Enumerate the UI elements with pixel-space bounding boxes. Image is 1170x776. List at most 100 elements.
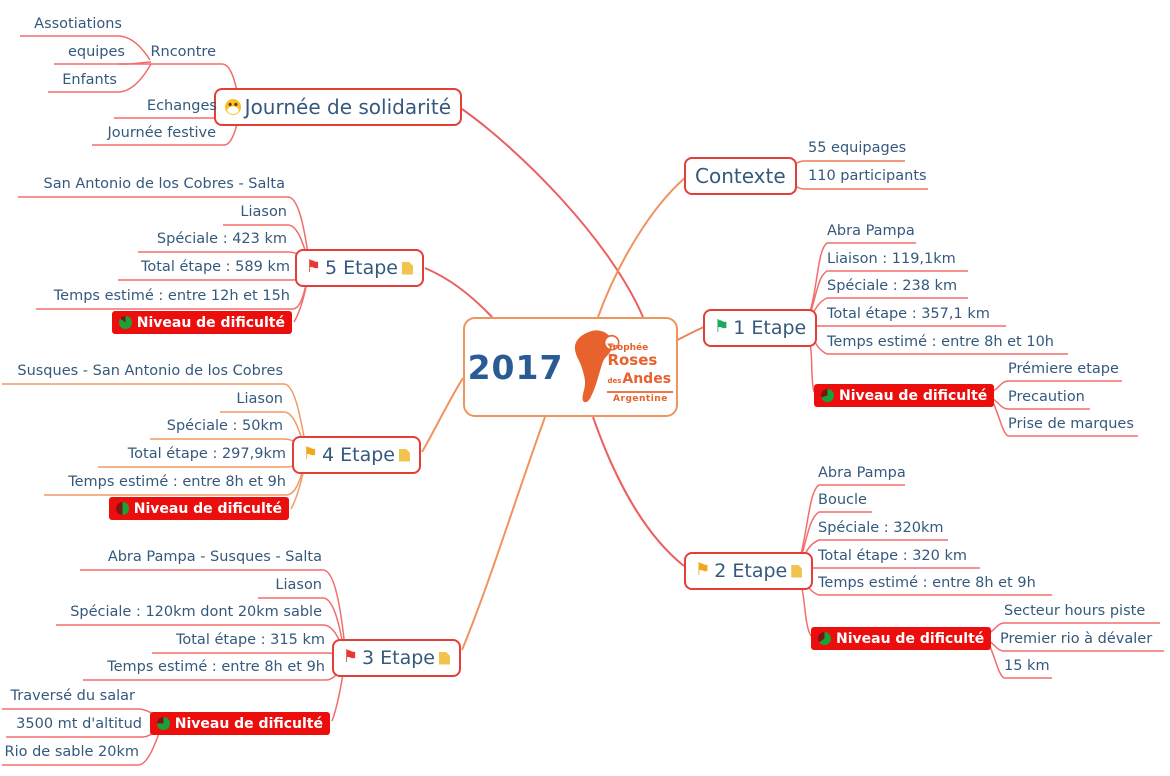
topic-label: 5 Etape (325, 257, 398, 279)
node-assotiations[interactable]: Assotiations (34, 16, 122, 32)
note-icon[interactable] (399, 448, 410, 462)
wire-assotiations (20, 35, 151, 61)
connector-etape4 (421, 377, 464, 453)
badge-label: Niveau de dificulté (136, 314, 285, 331)
wire-e1-bc2 (991, 399, 1138, 437)
node-e3-route[interactable]: Abra Pampa - Susques - Salta (107, 549, 322, 565)
trophee-roses-des-andes-logo: Trophée Roses desAndes Argentine (569, 329, 674, 405)
logo-country: Argentine (613, 393, 668, 404)
topic-label: Journée de solidarité (244, 95, 451, 119)
badge-label: Niveau de dificulté (133, 500, 282, 517)
node-e3-salar[interactable]: Traversé du salar (10, 688, 135, 704)
progress-pie-icon (821, 389, 834, 402)
logo-andes: Andes (622, 371, 672, 388)
node-e4-speciale[interactable]: Spéciale : 50km (166, 418, 283, 434)
note-icon[interactable] (791, 564, 803, 578)
node-journee-festive[interactable]: Journée festive (107, 125, 216, 141)
connector-etape5 (424, 267, 493, 318)
node-e5-total[interactable]: Total étape : 589 km (140, 259, 290, 275)
progress-pie-icon (118, 316, 132, 329)
node-e4-route[interactable]: Susques - San Antonio de los Cobres (17, 363, 283, 379)
badge-label: Niveau de dificulté (174, 715, 323, 732)
node-e1-route[interactable]: Abra Pampa (827, 223, 915, 239)
node-equipes[interactable]: equipes (67, 44, 125, 60)
yellow-flag-icon: ⚑ (302, 443, 319, 464)
topic-etape3[interactable]: ⚑ 3 Etape (331, 639, 461, 677)
badge-label: Niveau de dificulté (836, 630, 985, 647)
note-icon[interactable] (402, 261, 413, 275)
center-topic[interactable]: 2017 Trophée Roses desAndes Argentine (463, 317, 678, 417)
node-e3-rio[interactable]: Rio de sable 20km (4, 744, 140, 760)
wire-e3-0 (80, 569, 346, 649)
logo-wordmark: Trophée Roses desAndes Argentine (607, 343, 674, 404)
logo-tagline-bar (607, 390, 674, 393)
node-echanges[interactable]: Echanges (146, 98, 217, 114)
node-e4-total[interactable]: Total étape : 297,9km (127, 446, 286, 462)
node-e2-secteur[interactable]: Secteur hours piste (1004, 603, 1146, 619)
node-e4-liason[interactable]: Liason (236, 391, 283, 407)
node-e1-premiere[interactable]: Prémiere etape (1008, 361, 1119, 377)
logo-des: des (607, 377, 622, 386)
yellow-flag-icon: ⚑ (695, 559, 711, 580)
node-e3-temps[interactable]: Temps estimé : entre 8h et 9h (107, 659, 325, 675)
topic-label: 1 Etape (733, 317, 807, 339)
badge-e3-niveau[interactable]: Niveau de dificulté (149, 712, 330, 735)
node-participants[interactable]: 110 participants (808, 168, 927, 184)
node-e1-liaison[interactable]: Liaison : 119,1km (827, 251, 956, 267)
wire-e1-0 (807, 242, 916, 319)
node-e2-temps[interactable]: Temps estimé : entre 8h et 9h (818, 575, 1036, 591)
topic-etape4[interactable]: ⚑ 4 Etape (291, 436, 421, 474)
node-e3-speciale[interactable]: Spéciale : 120km dont 20km sable (70, 604, 322, 620)
node-e2-route[interactable]: Abra Pampa (818, 465, 906, 481)
node-e2-total[interactable]: Total étape : 320 km (818, 548, 968, 564)
topic-etape5[interactable]: ⚑ 5 Etape (294, 249, 424, 287)
topic-etape1[interactable]: ⚑ 1 Etape (703, 309, 818, 347)
node-e5-temps[interactable]: Temps estimé : entre 12h et 15h (53, 288, 290, 304)
node-e4-temps[interactable]: Temps estimé : entre 8h et 9h (68, 474, 286, 490)
badge-e5-niveau[interactable]: Niveau de dificulté (111, 311, 292, 334)
progress-pie-icon (818, 632, 831, 645)
red-flag-icon: ⚑ (342, 646, 359, 667)
badge-e1-niveau[interactable]: Niveau de dificulté (814, 384, 995, 407)
green-flag-icon: ⚑ (714, 316, 730, 337)
node-e1-temps[interactable]: Temps estimé : entre 8h et 10h (827, 334, 1054, 350)
node-e5-liason[interactable]: Liason (240, 204, 287, 220)
badge-e4-niveau[interactable]: Niveau de dificulté (108, 497, 289, 520)
node-e1-precaution[interactable]: Precaution (1008, 389, 1085, 405)
topic-etape2[interactable]: ⚑ 2 Etape (684, 552, 814, 590)
grin-emoji-icon (224, 99, 241, 115)
node-e5-speciale[interactable]: Spéciale : 423 km (156, 231, 287, 247)
badge-e2-niveau[interactable]: Niveau de dificulté (811, 627, 992, 650)
connector-contexte (597, 176, 687, 318)
wire-equipes (54, 61, 152, 65)
node-e1-marques[interactable]: Prise de marques (1008, 416, 1134, 432)
note-icon[interactable] (439, 651, 450, 665)
node-e3-altitud[interactable]: 3500 mt d'altitud (16, 716, 142, 732)
logo-line3: desAndes (607, 368, 673, 387)
topic-label: 3 Etape (362, 647, 435, 669)
node-equipages[interactable]: 55 equipages (808, 140, 907, 156)
topic-journee-solidarite[interactable]: Journée de solidarité (213, 88, 462, 126)
node-e2-rio[interactable]: Premier rio à dévaler (1000, 631, 1153, 647)
node-e2-speciale[interactable]: Spéciale : 320km (818, 520, 944, 536)
topic-label: 2 Etape (714, 560, 788, 582)
node-e3-total[interactable]: Total étape : 315 km (175, 632, 325, 648)
node-e2-boucle[interactable]: Boucle (818, 492, 867, 508)
node-rncontre[interactable]: Rncontre (150, 44, 216, 60)
logo-line2: Roses (607, 351, 658, 370)
topic-contexte[interactable]: Contexte (684, 157, 797, 195)
node-e1-total[interactable]: Total étape : 357,1 km (827, 306, 990, 322)
topic-label: 4 Etape (322, 444, 395, 466)
node-e2-15km[interactable]: 15 km (1004, 658, 1050, 674)
connector-solidarite (461, 108, 644, 318)
node-e1-speciale[interactable]: Spéciale : 238 km (827, 278, 958, 294)
topic-label: Contexte (695, 164, 786, 188)
node-enfants[interactable]: Enfants (62, 72, 117, 88)
node-e5-route[interactable]: San Antonio de los Cobres - Salta (43, 176, 285, 192)
connector-etape3 (461, 416, 546, 651)
red-flag-icon: ⚑ (305, 256, 322, 277)
node-e3-liason[interactable]: Liason (275, 577, 322, 593)
badge-label: Niveau de dificulté (839, 387, 988, 404)
progress-pie-icon (115, 502, 129, 515)
